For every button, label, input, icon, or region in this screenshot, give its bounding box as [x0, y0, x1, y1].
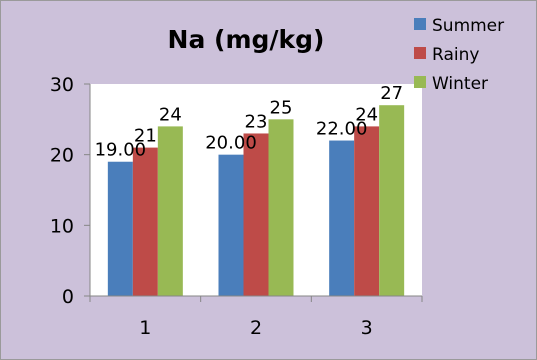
bar-summer-3 — [329, 140, 355, 296]
data-label-winter-1: 24 — [159, 104, 182, 125]
x-tick-label: 2 — [250, 317, 262, 339]
bar-rainy-2 — [243, 133, 269, 296]
legend-label-rainy: Rainy — [432, 45, 479, 65]
data-label-winter-2: 25 — [270, 97, 293, 118]
chart-title: Na (mg/kg) — [168, 25, 325, 54]
data-label-rainy-1: 21 — [134, 126, 157, 147]
legend-label-summer: Summer — [432, 16, 504, 36]
x-tick-label: 3 — [361, 317, 373, 339]
bar-winter-3 — [379, 105, 405, 296]
data-label-summer-1: 19.00 — [95, 140, 147, 161]
y-tick-label: 30 — [50, 74, 74, 96]
y-tick-label: 20 — [50, 145, 74, 167]
legend-swatch-winter — [414, 76, 426, 88]
legend-label-winter: Winter — [432, 74, 488, 94]
data-label-summer-3: 22.00 — [316, 119, 368, 140]
y-tick-label: 0 — [62, 286, 74, 308]
y-tick-label: 10 — [50, 215, 74, 237]
legend: Summer Rainy Winter — [414, 16, 504, 94]
data-label-rainy-3: 24 — [355, 104, 378, 125]
bar-winter-1 — [157, 126, 183, 297]
bar-winter-2 — [268, 119, 294, 296]
bar-summer-2 — [218, 154, 244, 296]
bar-rainy-1 — [132, 147, 158, 296]
legend-swatch-rainy — [414, 47, 426, 59]
data-label-rainy-2: 23 — [245, 111, 268, 132]
data-label-summer-2: 20.00 — [205, 133, 257, 154]
bar-summer-1 — [107, 161, 133, 296]
bar-rainy-3 — [354, 126, 380, 297]
legend-swatch-summer — [414, 18, 426, 30]
bars-layer — [107, 105, 405, 297]
data-label-winter-3: 27 — [380, 83, 403, 104]
x-tick-label: 1 — [139, 317, 151, 339]
